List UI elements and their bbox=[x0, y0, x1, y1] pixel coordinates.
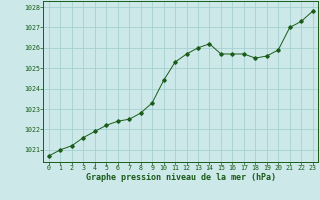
X-axis label: Graphe pression niveau de la mer (hPa): Graphe pression niveau de la mer (hPa) bbox=[86, 173, 276, 182]
